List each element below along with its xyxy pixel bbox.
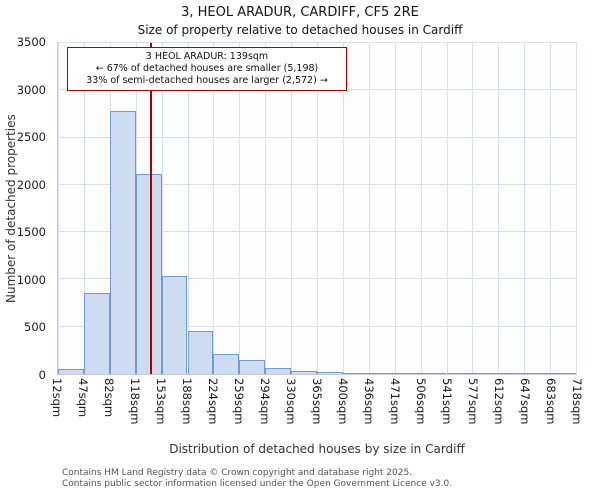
x-tick-label: 718sqm bbox=[570, 378, 584, 425]
annotation-smaller-line: ← 67% of detached houses are smaller (5,… bbox=[95, 63, 319, 75]
v-gridline bbox=[550, 43, 552, 374]
x-tick-label: 436sqm bbox=[362, 378, 376, 425]
annotation-property-line: 3 HEOL ARADUR: 139sqm bbox=[145, 51, 269, 62]
v-gridline bbox=[342, 43, 344, 374]
histogram-bar bbox=[265, 368, 292, 374]
v-gridline bbox=[420, 43, 422, 374]
chart-title: 3, HEOL ARADUR, CARDIFF, CF5 2RE bbox=[181, 5, 419, 20]
x-tick-label: 577sqm bbox=[466, 378, 480, 425]
histogram-bar bbox=[83, 292, 110, 374]
x-tick-label: 294sqm bbox=[258, 378, 272, 425]
v-gridline bbox=[524, 43, 526, 374]
histogram-bar bbox=[446, 373, 473, 374]
v-gridline bbox=[498, 43, 500, 374]
y-tick-label: 3000 bbox=[16, 82, 46, 97]
histogram-bar bbox=[239, 359, 266, 374]
v-gridline bbox=[83, 43, 85, 374]
histogram-bar bbox=[187, 330, 214, 374]
histogram-bar bbox=[498, 373, 525, 374]
histogram-bar bbox=[394, 373, 421, 374]
x-tick-label: 153sqm bbox=[154, 378, 168, 425]
v-gridline bbox=[58, 43, 59, 374]
y-tick-label: 500 bbox=[24, 320, 46, 335]
x-tick-label: 259sqm bbox=[232, 378, 246, 425]
y-tick-label: 2500 bbox=[16, 130, 46, 145]
x-tick-label: 118sqm bbox=[128, 378, 142, 425]
x-axis-ticks: 12sqm 47sqm 82sqm 118sqm 153sqm 188sqm 224sqm 2… bbox=[50, 378, 584, 436]
v-gridline bbox=[161, 43, 163, 374]
x-tick-label: 683sqm bbox=[544, 378, 558, 425]
x-tick-label: 506sqm bbox=[414, 378, 428, 425]
x-tick-label: 365sqm bbox=[310, 378, 324, 425]
v-gridline bbox=[368, 43, 370, 374]
plot-area: 3 HEOL ARADUR: 139sqm ← 67% of detached … bbox=[57, 42, 577, 375]
y-tick-label: 2000 bbox=[16, 177, 46, 192]
x-tick-label: 400sqm bbox=[336, 378, 350, 425]
x-tick-label: 188sqm bbox=[180, 378, 194, 425]
property-size-marker-line bbox=[150, 43, 153, 374]
x-tick-label: 224sqm bbox=[206, 378, 220, 425]
v-gridline bbox=[291, 43, 293, 374]
chart-subtitle: Size of property relative to detached ho… bbox=[137, 23, 463, 37]
histogram-bar bbox=[524, 373, 551, 374]
v-gridline bbox=[446, 43, 448, 374]
y-tick-label: 0 bbox=[38, 368, 46, 382]
x-tick-label: 47sqm bbox=[76, 378, 90, 418]
x-axis-title: Distribution of detached houses by size … bbox=[169, 442, 465, 456]
histogram-bar bbox=[317, 372, 343, 374]
v-gridline bbox=[394, 43, 396, 374]
v-gridline bbox=[576, 43, 577, 374]
v-gridline bbox=[213, 43, 215, 374]
histogram-bar bbox=[109, 111, 136, 374]
v-gridline bbox=[472, 43, 474, 374]
v-gridline bbox=[317, 43, 318, 374]
histogram-bar bbox=[135, 173, 162, 374]
attribution-footer: Contains HM Land Registry data © Crown c… bbox=[62, 468, 596, 490]
x-tick-label: 330sqm bbox=[284, 378, 298, 425]
v-gridline bbox=[265, 43, 267, 374]
y-tick-label: 1500 bbox=[16, 225, 46, 240]
histogram-bar bbox=[368, 373, 395, 374]
x-tick-label: 647sqm bbox=[518, 378, 532, 425]
bars-layer bbox=[58, 43, 576, 374]
attribution-line-2: Contains public sector information licen… bbox=[62, 479, 453, 489]
histogram-bar bbox=[342, 372, 369, 374]
x-tick-label: 12sqm bbox=[50, 378, 64, 418]
v-gridline bbox=[239, 43, 241, 374]
x-tick-label: 471sqm bbox=[388, 378, 402, 425]
annotation-box: 3 HEOL ARADUR: 139sqm ← 67% of detached … bbox=[67, 47, 347, 92]
histogram-bar bbox=[213, 353, 240, 374]
annotation-larger-line: 33% of semi-detached houses are larger (… bbox=[86, 75, 328, 87]
histogram-bar bbox=[420, 373, 447, 374]
v-gridline bbox=[187, 43, 189, 374]
histogram-bar bbox=[58, 369, 84, 374]
histogram-bar bbox=[291, 370, 317, 374]
histogram-bar bbox=[550, 373, 576, 374]
h-gridline bbox=[58, 42, 576, 43]
histogram-bar bbox=[472, 373, 499, 374]
x-tick-label: 612sqm bbox=[492, 378, 506, 425]
y-tick-label: 1000 bbox=[16, 272, 46, 287]
attribution-line-1: Contains HM Land Registry data © Crown c… bbox=[62, 468, 413, 478]
x-tick-label: 541sqm bbox=[440, 378, 454, 425]
histogram-bar bbox=[161, 275, 188, 374]
x-tick-label: 82sqm bbox=[102, 378, 116, 418]
y-axis-ticks: 0 500 1000 1500 2000 2500 3000 3500 bbox=[0, 35, 52, 382]
y-tick-label: 3500 bbox=[16, 35, 46, 49]
